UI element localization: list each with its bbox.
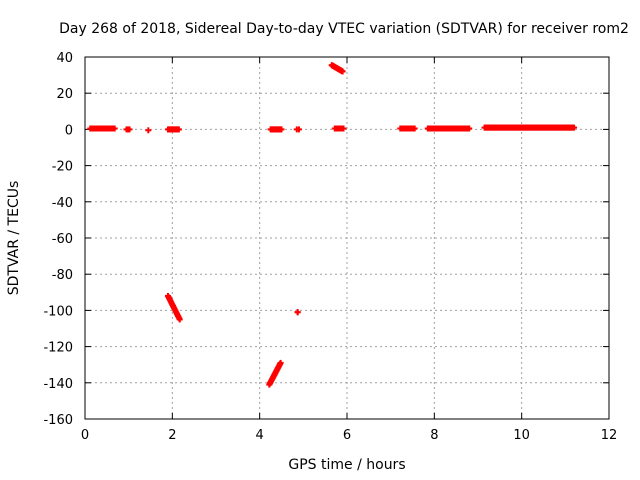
y-tick-label: -60 bbox=[52, 232, 73, 247]
data-point bbox=[411, 125, 418, 132]
x-tick-label: 6 bbox=[343, 428, 351, 443]
y-tick-label: -140 bbox=[43, 377, 73, 392]
plot-frame bbox=[84, 56, 610, 420]
y-tick-label: -40 bbox=[52, 196, 73, 211]
data-point bbox=[126, 126, 133, 133]
y-tick-label: -100 bbox=[43, 304, 73, 319]
y-tick-label: -80 bbox=[52, 268, 73, 283]
data-point bbox=[145, 127, 152, 134]
x-tick-label: 4 bbox=[256, 428, 264, 443]
x-tick-label: 8 bbox=[430, 428, 438, 443]
data-point bbox=[111, 125, 118, 132]
y-tick-label: 20 bbox=[56, 87, 73, 102]
data-point bbox=[340, 125, 347, 132]
data-point bbox=[466, 125, 473, 132]
data-point bbox=[176, 316, 183, 323]
tick-labels: 0 2 4 6 8 10 12 40 20 0 -20 -40 -60 -80 -100 -120 -140 -1… bbox=[43, 51, 617, 443]
data-point bbox=[175, 126, 182, 133]
x-axis-title: GPS time / hours bbox=[288, 457, 405, 473]
data-point bbox=[278, 126, 285, 133]
x-tick-label: 0 bbox=[81, 428, 89, 443]
y-tick-label: 40 bbox=[56, 51, 73, 66]
data-points bbox=[87, 62, 578, 388]
chart-title: Day 268 of 2018, Sidereal Day-to-day VTE… bbox=[59, 21, 629, 37]
data-point bbox=[294, 309, 301, 316]
data-point bbox=[295, 126, 302, 133]
data-point bbox=[339, 68, 346, 75]
y-tick-label: 0 bbox=[65, 123, 73, 138]
x-tick-label: 10 bbox=[513, 428, 530, 443]
y-tick-label: -20 bbox=[52, 160, 73, 175]
data-point bbox=[277, 359, 284, 366]
data-point bbox=[571, 124, 578, 131]
x-tick-label: 12 bbox=[601, 428, 618, 443]
y-tick-label: -160 bbox=[43, 413, 73, 428]
x-tick-label: 2 bbox=[168, 428, 176, 443]
y-tick-label: -120 bbox=[43, 341, 73, 356]
y-axis-title: SDTVAR / TECUs bbox=[6, 181, 22, 296]
